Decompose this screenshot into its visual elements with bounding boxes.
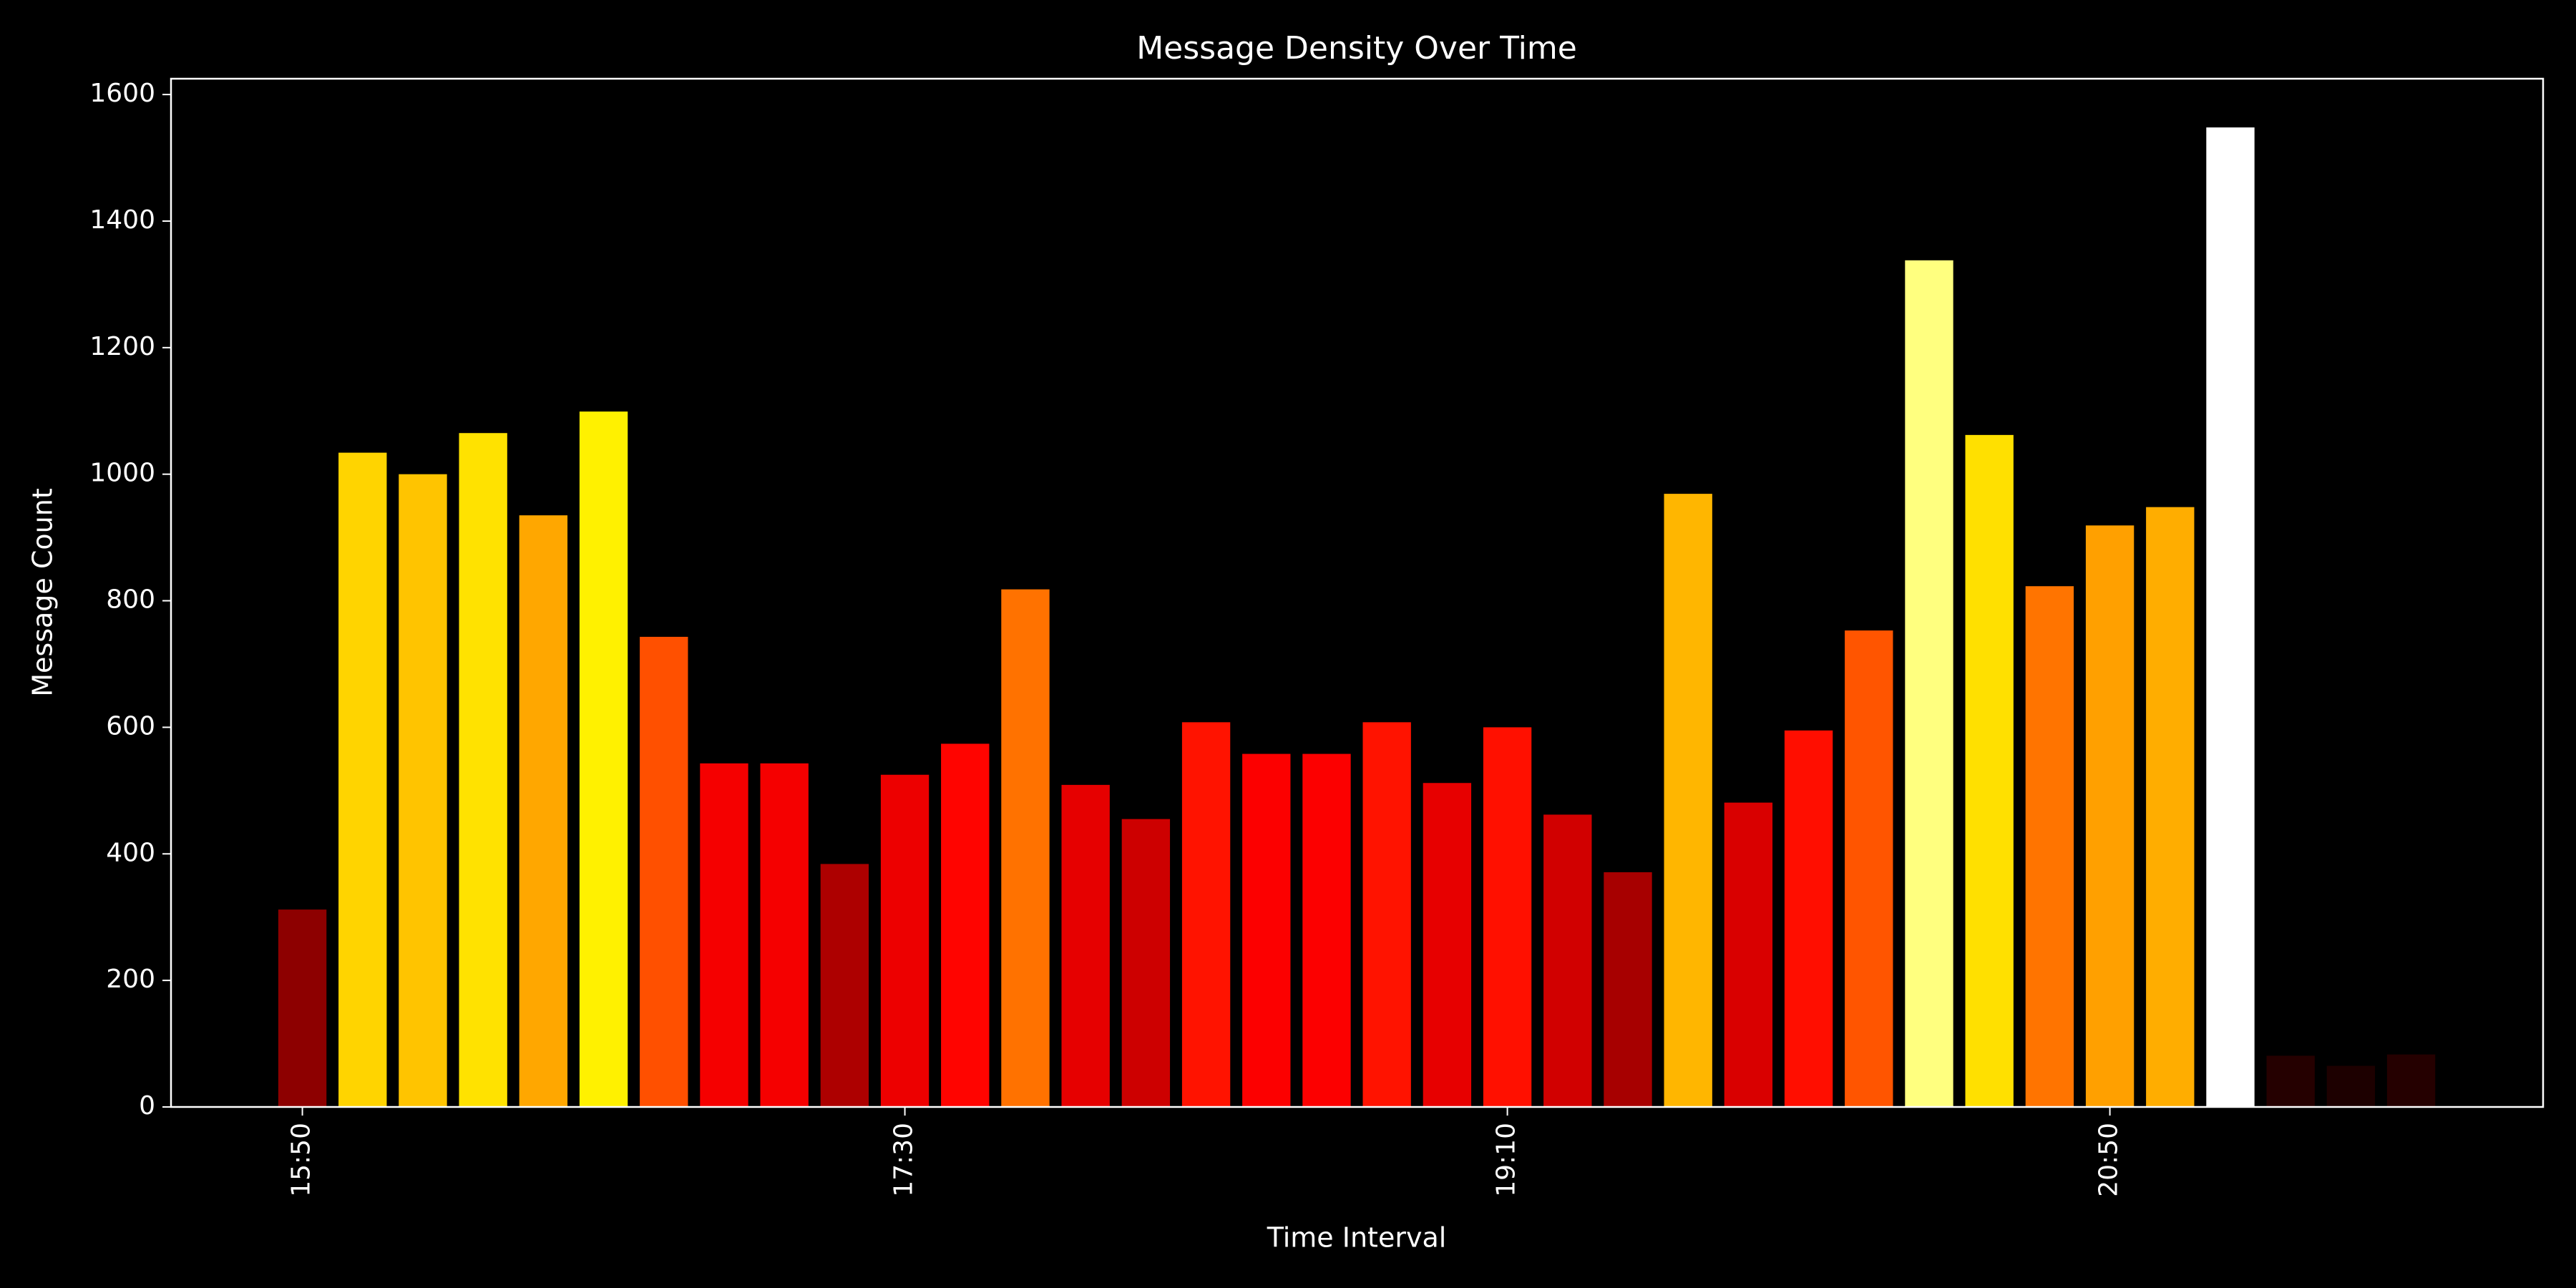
bar (1181, 722, 1231, 1107)
bar (1724, 802, 1773, 1107)
bar (1604, 872, 1652, 1107)
bar (1242, 753, 1291, 1107)
chart-title: Message Density Over Time (1136, 30, 1577, 67)
bar (760, 763, 809, 1107)
bar (399, 474, 447, 1107)
bar (2326, 1065, 2376, 1107)
bar (2025, 586, 2074, 1107)
y-tick-label: 1600 (89, 79, 155, 108)
bar (338, 452, 387, 1107)
y-tick-label: 1000 (89, 459, 155, 488)
x-tick-label: 15:50 (287, 1123, 316, 1197)
y-tick-label: 1400 (89, 205, 155, 235)
bar (1362, 722, 1411, 1107)
y-tick-label: 200 (106, 965, 155, 994)
bar (2146, 507, 2195, 1107)
bar (519, 515, 568, 1107)
bar (1543, 814, 1592, 1107)
bar (880, 774, 930, 1107)
bar (1784, 730, 1833, 1107)
y-tick-label: 0 (139, 1091, 155, 1121)
bar (1845, 630, 1893, 1107)
y-tick-label: 1200 (89, 332, 155, 361)
bar (579, 411, 628, 1107)
plot-frame (170, 77, 2545, 1108)
x-tick-label: 17:30 (889, 1123, 919, 1197)
bar (640, 636, 688, 1107)
y-tick-label: 800 (106, 585, 155, 615)
bar (459, 433, 507, 1107)
bar (2085, 525, 2135, 1107)
bar (1061, 784, 1110, 1107)
bar (1121, 819, 1171, 1107)
bar (700, 763, 748, 1107)
bar (1001, 589, 1050, 1107)
y-tick-label: 600 (106, 711, 155, 741)
x-tick-label: 20:50 (2094, 1123, 2124, 1197)
y-axis-label: Message Count (27, 488, 59, 696)
bar (941, 743, 990, 1107)
y-tick-label: 400 (106, 838, 155, 867)
bar (1423, 783, 1472, 1107)
bar (1905, 260, 1953, 1108)
bar (820, 864, 869, 1107)
x-tick-label: 19:10 (1492, 1123, 1521, 1197)
bar (2206, 127, 2255, 1108)
bar (1302, 753, 1351, 1107)
x-axis-label: Time Interval (1267, 1222, 1447, 1254)
bar (1483, 727, 1532, 1107)
bar (1664, 494, 1712, 1107)
bar (278, 909, 327, 1107)
bar (1965, 434, 2014, 1107)
bar (2266, 1055, 2315, 1107)
bar (2386, 1054, 2436, 1107)
